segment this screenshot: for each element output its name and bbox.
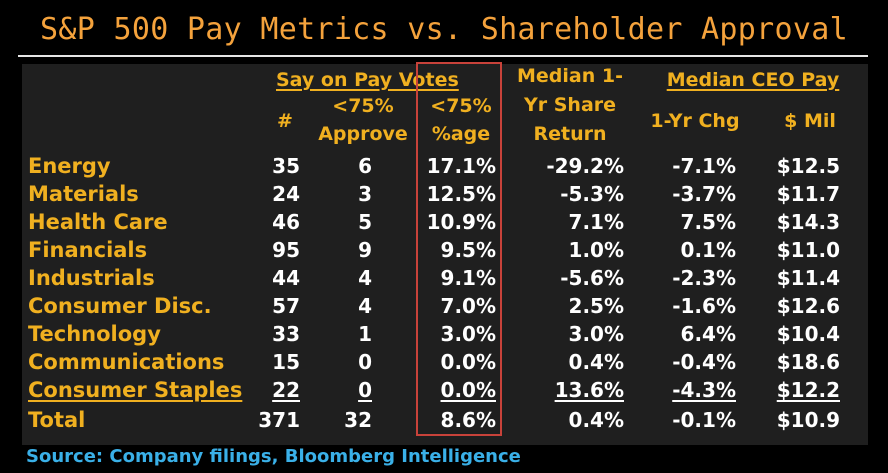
cell-pay: $11.7 [776, 182, 840, 206]
cell-ret: 13.6% [554, 378, 624, 402]
cell-approve_lt75: 6 [358, 154, 372, 178]
cell-approve_lt75: 4 [358, 294, 372, 318]
cell-ret: 1.0% [568, 238, 624, 262]
cell-ret: -5.3% [560, 182, 624, 206]
cell-pay: $14.3 [776, 210, 840, 234]
header-count: # [277, 110, 293, 132]
cell-approve_lt75: 1 [358, 322, 372, 346]
cell-approve_lt75: 3 [358, 182, 372, 206]
cell-sector: Consumer Disc. [28, 294, 212, 318]
header-ceo-pay-mil: $ Mil [784, 110, 836, 132]
cell-count: 57 [272, 294, 300, 318]
cell-approve_lt75: 0 [358, 350, 372, 374]
source-note: Source: Company filings, Bloomberg Intel… [26, 446, 521, 467]
cell-sector: Consumer Staples [28, 378, 243, 402]
cell-ret: -5.6% [560, 266, 624, 290]
cell-pay: $10.4 [776, 322, 840, 346]
cell-pay: $18.6 [776, 350, 840, 374]
header-say-on-pay: Say on Pay Votes [276, 69, 459, 91]
cell-sector: Technology [28, 322, 161, 346]
cell-pay: $12.6 [776, 294, 840, 318]
cell-chg: 6.4% [680, 322, 736, 346]
cell-count: 22 [272, 378, 300, 402]
cell-pct: 12.5% [426, 182, 496, 206]
page-title: S&P 500 Pay Metrics vs. Shareholder Appr… [40, 12, 848, 47]
cell-chg: -2.3% [672, 266, 736, 290]
cell-pct: 0.0% [440, 378, 496, 402]
cell-count: 95 [272, 238, 300, 262]
header-median-return-line1: Median 1- [517, 65, 623, 87]
cell-pct: 3.0% [440, 322, 496, 346]
header-median-ceo-pay: Median CEO Pay [666, 69, 840, 91]
cell-sector: Industrials [28, 266, 155, 290]
cell-sector: Energy [28, 154, 111, 178]
cell-pay: $10.9 [776, 408, 840, 432]
cell-ret: -29.2% [546, 154, 624, 178]
cell-sector: Communications [28, 350, 225, 374]
cell-pay: $12.5 [776, 154, 840, 178]
cell-pct: 0.0% [440, 350, 496, 374]
cell-count: 44 [272, 266, 300, 290]
cell-count: 33 [272, 322, 300, 346]
cell-sector: Materials [28, 182, 139, 206]
cell-sector: Health Care [28, 210, 168, 234]
cell-approve_lt75: 32 [344, 408, 372, 432]
header-ceo-pay-chg: 1-Yr Chg [650, 110, 740, 132]
cell-ret: 7.1% [568, 210, 624, 234]
cell-ret: 3.0% [568, 322, 624, 346]
cell-pct: 7.0% [440, 294, 496, 318]
cell-ret: 0.4% [568, 408, 624, 432]
cell-pct: 8.6% [440, 408, 496, 432]
highlight-box [416, 62, 502, 436]
cell-count: 371 [258, 408, 300, 432]
cell-count: 46 [272, 210, 300, 234]
cell-pay: $12.2 [776, 378, 840, 402]
cell-approve_lt75: 5 [358, 210, 372, 234]
title-divider [18, 55, 868, 57]
cell-chg: -4.3% [672, 378, 736, 402]
cell-pct: 9.5% [440, 238, 496, 262]
header-lt75-pct-line1: <75% [430, 95, 492, 117]
cell-pay: $11.0 [776, 238, 840, 262]
cell-pay: $11.4 [776, 266, 840, 290]
cell-pct: 9.1% [440, 266, 496, 290]
header-median-return-line3: Return [533, 123, 607, 145]
header-median-return-line2: Yr Share [523, 94, 617, 116]
cell-chg: -3.7% [672, 182, 736, 206]
cell-count: 15 [272, 350, 300, 374]
cell-sector: Total [28, 408, 86, 432]
cell-approve_lt75: 9 [358, 238, 372, 262]
cell-pct: 10.9% [426, 210, 496, 234]
cell-ret: 0.4% [568, 350, 624, 374]
cell-pct: 17.1% [426, 154, 496, 178]
table-panel [22, 64, 868, 445]
cell-count: 35 [272, 154, 300, 178]
header-lt75-pct-line2: %age [431, 123, 491, 145]
cell-approve_lt75: 4 [358, 266, 372, 290]
cell-chg: -0.1% [672, 408, 736, 432]
cell-sector: Financials [28, 238, 148, 262]
cell-ret: 2.5% [568, 294, 624, 318]
header-lt75-approve-line2: Approve [318, 123, 408, 145]
header-lt75-approve-line1: <75% [332, 95, 394, 117]
cell-chg: 0.1% [680, 238, 736, 262]
cell-chg: -0.4% [672, 350, 736, 374]
cell-chg: -7.1% [672, 154, 736, 178]
cell-chg: -1.6% [672, 294, 736, 318]
cell-approve_lt75: 0 [358, 378, 372, 402]
cell-count: 24 [272, 182, 300, 206]
cell-chg: 7.5% [680, 210, 736, 234]
